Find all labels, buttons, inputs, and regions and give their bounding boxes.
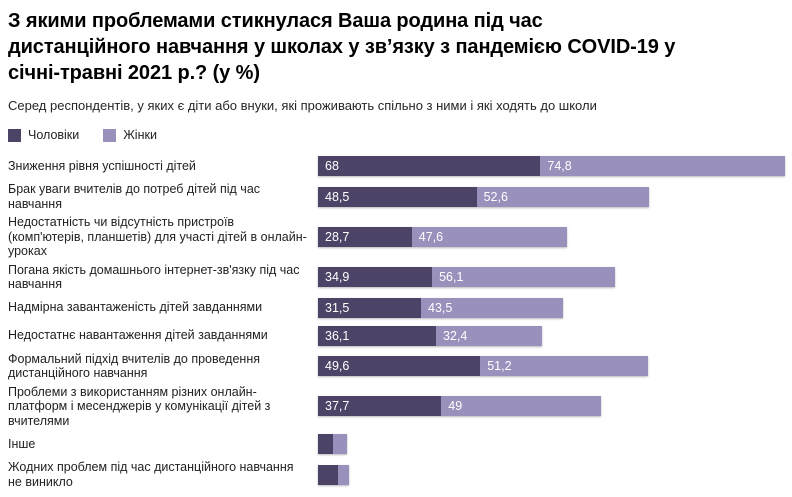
bar-women-segment: [337, 464, 349, 485]
bar-men-segment: 28,7: [318, 226, 412, 247]
bar-men-value-label: 48,5: [325, 189, 350, 204]
bar-men-segment: 31,5: [318, 297, 421, 318]
bar-men-segment: 36,1: [318, 325, 436, 346]
stacked-bar: [318, 464, 349, 485]
stacked-bar: 31,5 43,5: [318, 297, 564, 318]
stacked-bar: 34,9 56,1: [318, 267, 616, 287]
bar-women-value-label: 47,6: [418, 229, 444, 244]
chart-row: Надмірна завантаженість дітей завданнями…: [8, 296, 784, 320]
bar-men-segment: [318, 464, 338, 485]
stacked-bar: 28,7 47,6: [318, 226, 568, 247]
bar-women-value-label: 52,6: [483, 189, 508, 204]
bar-women-segment: 47,6: [411, 226, 568, 247]
bar-men-segment: 37,7: [318, 396, 442, 417]
bar-men-segment: 48,5: [318, 186, 477, 207]
bar-men-value-label: 68: [325, 159, 339, 173]
page-title: З якими проблемами стикнулася Ваша родин…: [8, 8, 784, 86]
chart-row: Проблеми з використанням різних онлайн-п…: [8, 385, 784, 429]
bar-women-value-label: 74,8: [547, 159, 572, 173]
bar-women-value-label: 51,2: [487, 359, 512, 373]
category-label: Брак уваги вчителів до потреб дітей під …: [8, 182, 261, 211]
bar-men-value-label: 36,1: [325, 328, 350, 343]
bar-women-value-label: 49: [448, 399, 463, 414]
category-label: Надмірна завантаженість дітей завданнями: [8, 300, 263, 315]
bar-women-segment: 56,1: [432, 267, 616, 287]
bar-men-value-label: 31,5: [325, 300, 350, 315]
title-line-1: З якими проблемами стикнулася Ваша родин…: [8, 10, 543, 32]
title-line-2: дистанційного навчання у школах у зв’язк…: [8, 36, 676, 58]
category-label: Жодних проблем під час дистанційного нав…: [8, 460, 294, 489]
bar-women-segment: 49: [441, 396, 602, 417]
stacked-bar: 49,6 51,2: [318, 356, 648, 376]
stacked-bar: 48,5 52,6: [318, 186, 649, 207]
chart-row: Формальний підхід вчителів до проведення…: [8, 352, 784, 381]
bar-women-segment: [333, 434, 348, 454]
chart-row: Недостатність чи відсутність пристроїв (…: [8, 215, 784, 259]
bar-men-segment: [318, 434, 333, 454]
men-color-swatch: [8, 128, 21, 142]
category-label: Зниження рівня успішності дітей: [8, 158, 196, 173]
category-label: Проблеми з використанням різних онлайн-п…: [8, 384, 271, 428]
bar-men-segment: 68: [318, 156, 541, 176]
bar-men-segment: 34,9: [318, 267, 433, 287]
bar-women-value-label: 32,4: [443, 328, 468, 343]
bar-men-value-label: 37,7: [325, 399, 350, 414]
bar-men-segment: 49,6: [318, 356, 481, 376]
bar-chart: Зниження рівня успішності дітей 68 74,8 …: [8, 154, 785, 489]
bar-women-segment: 74,8: [540, 156, 785, 176]
chart-row: Брак уваги вчителів до потреб дітей під …: [8, 182, 784, 211]
title-line-3: січні-травні 2021 р.? (у %): [8, 62, 260, 84]
legend-item-men: Чоловіки: [8, 128, 79, 142]
category-label: Погана якість домашнього інтернет-зв'язк…: [8, 262, 300, 292]
legend-item-women: Жінки: [103, 128, 157, 142]
bar-women-value-label: 56,1: [439, 270, 464, 284]
bar-men-value-label: 34,9: [325, 270, 350, 284]
category-label: Недостатність чи відсутність пристроїв (…: [8, 215, 307, 258]
category-label: Формальний підхід вчителів до проведення…: [8, 351, 261, 381]
category-label: Інше: [8, 436, 36, 451]
chart-row: Жодних проблем під час дистанційного нав…: [8, 460, 784, 489]
women-color-swatch: [103, 128, 117, 142]
bar-women-value-label: 43,5: [428, 300, 453, 315]
legend-label-women: Жінки: [123, 128, 157, 142]
bar-women-segment: 51,2: [480, 356, 648, 376]
stacked-bar: 36,1 32,4: [318, 325, 542, 346]
stacked-bar: 68 74,8: [318, 156, 785, 176]
category-label: Недостатнє навантаження дітей завданнями: [8, 328, 268, 343]
stacked-bar: [318, 434, 348, 454]
chart-row: Зниження рівня успішності дітей 68 74,8: [8, 154, 785, 178]
legend: Чоловіки Жінки: [8, 128, 784, 142]
stacked-bar: 37,7 49: [318, 396, 602, 417]
chart-subtitle: Серед респондентів, у яких є діти або вн…: [8, 98, 597, 113]
chart-row: Інше: [8, 432, 784, 456]
chart-row: Погана якість домашнього інтернет-зв'язк…: [8, 263, 784, 292]
bar-women-segment: 52,6: [476, 186, 649, 207]
bar-men-value-label: 49,6: [325, 359, 350, 373]
bar-women-segment: 43,5: [421, 297, 564, 318]
bar-women-segment: 32,4: [436, 325, 542, 346]
bar-men-value-label: 28,7: [325, 229, 350, 244]
legend-label-men: Чоловіки: [28, 128, 80, 142]
chart-row: Недостатнє навантаження дітей завданнями…: [8, 324, 784, 348]
